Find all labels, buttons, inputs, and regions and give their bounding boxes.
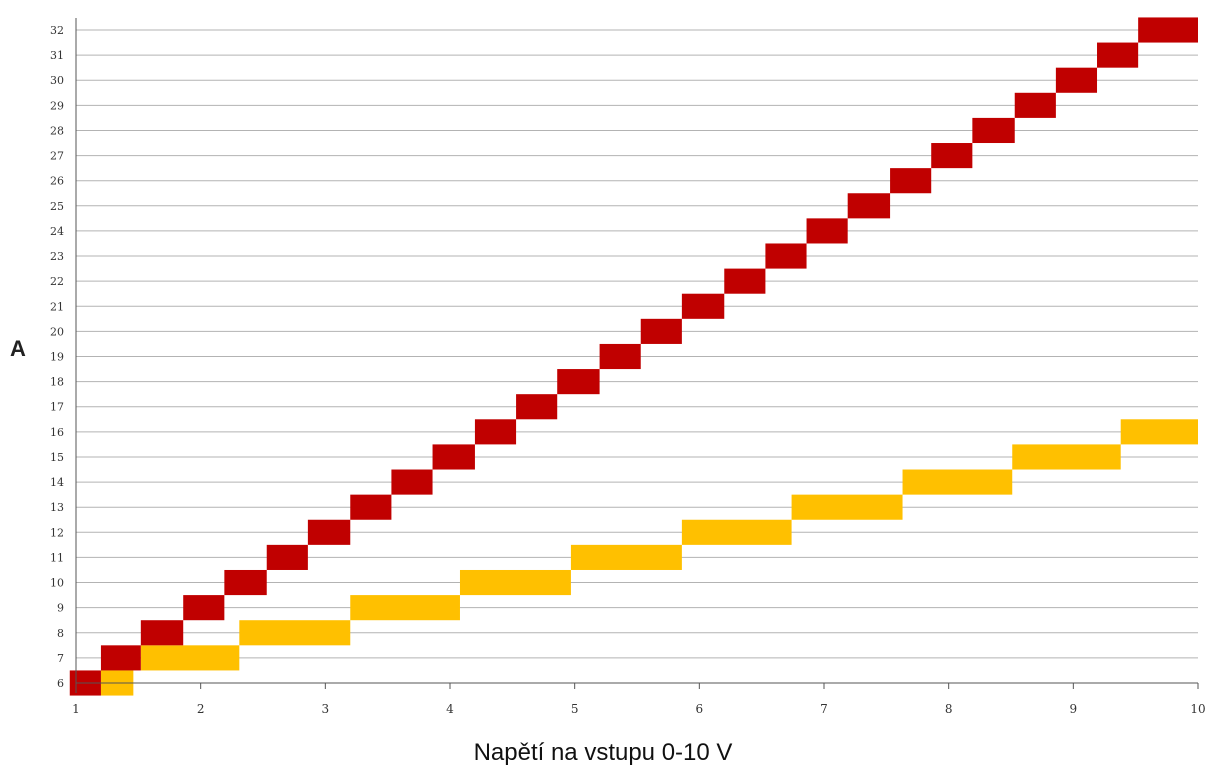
yellow-step-bar <box>570 544 682 570</box>
x-axis-label: Napětí na vstupu 0-10 V <box>474 739 733 766</box>
y-tick-labels: 6 7 8 9 10 11 12 13 14 15 16 17 18 19 20 21 22 23 24 25 26 27… <box>50 24 64 690</box>
y-tick-label: 6 <box>57 677 64 690</box>
x-tick-label: 8 <box>945 702 953 716</box>
red-step-bar <box>516 394 558 420</box>
red-step-bar <box>307 519 351 545</box>
y-tick-label: 15 <box>50 451 64 464</box>
y-tick-label: 22 <box>50 275 64 288</box>
y-axis-label: A <box>10 336 26 361</box>
y-tick-label: 28 <box>50 124 64 137</box>
yellow-step-bar <box>1012 444 1121 470</box>
y-tick-label: 19 <box>50 351 64 364</box>
red-step-bar <box>890 168 932 194</box>
red-step-bar <box>391 469 433 495</box>
x-tick-label: 10 <box>1190 702 1205 716</box>
axes <box>75 18 1198 693</box>
red-step-bar <box>765 243 807 269</box>
y-tick-label: 26 <box>50 175 64 188</box>
x-tick-label: 4 <box>446 702 454 716</box>
y-tick-label: 18 <box>50 376 64 389</box>
x-tick-label: 1 <box>72 702 80 716</box>
y-tick-label: 27 <box>50 150 64 163</box>
yellow-step-bar <box>791 494 903 520</box>
x-tick-labels: 1 2 3 4 5 6 7 8 9 10 <box>72 683 1206 716</box>
x-tick-label: 9 <box>1070 702 1078 716</box>
red-step-bar <box>224 569 267 596</box>
y-tick-label: 13 <box>50 501 64 514</box>
red-step-bar <box>1138 17 1198 43</box>
yellow-step-bar <box>1120 419 1198 445</box>
y-tick-label: 20 <box>50 325 64 338</box>
red-step-bar <box>640 318 682 344</box>
red-step-bar <box>599 343 641 370</box>
red-step-bar <box>931 143 973 169</box>
red-step-bar <box>1055 67 1098 93</box>
y-tick-label: 32 <box>50 24 64 37</box>
red-step-bar <box>432 444 475 470</box>
red-step-bar <box>1097 42 1139 68</box>
y-tick-label: 8 <box>57 627 64 640</box>
y-tick-label: 16 <box>50 426 64 439</box>
red-step-bar <box>972 117 1015 144</box>
red-step-bar <box>474 419 517 445</box>
x-tick-label: 3 <box>322 702 330 716</box>
yellow-step-bar <box>239 620 351 646</box>
y-tick-label: 14 <box>50 476 64 489</box>
y-tick-label: 24 <box>50 225 64 238</box>
yellow-step-bar <box>350 595 460 621</box>
y-tick-label: 25 <box>50 200 64 213</box>
y-tick-label: 7 <box>57 652 64 665</box>
y-tick-label: 30 <box>50 74 64 87</box>
y-tick-label: 31 <box>50 49 64 62</box>
red-step-bar <box>847 193 891 219</box>
x-tick-label: 2 <box>197 702 205 716</box>
y-tick-label: 17 <box>50 401 64 414</box>
y-tick-label: 21 <box>50 300 64 313</box>
x-tick-label: 7 <box>820 702 828 716</box>
y-tick-label: 12 <box>50 526 64 539</box>
yellow-step-bar <box>902 469 1013 495</box>
red-step-bar <box>266 544 308 570</box>
red-step-bar <box>183 595 225 621</box>
y-tick-label: 9 <box>57 602 64 615</box>
red-step-bar <box>557 369 600 395</box>
red-step-bar <box>100 645 141 671</box>
yellow-step-bar <box>140 645 240 671</box>
red-step-bar <box>724 268 766 294</box>
x-tick-label: 6 <box>696 702 704 716</box>
step-bars <box>69 17 1198 696</box>
yellow-step-bar <box>681 519 792 545</box>
y-tick-label: 29 <box>50 99 64 112</box>
red-step-bar <box>806 218 848 244</box>
y-tick-label: 11 <box>50 551 64 564</box>
y-tick-label: 10 <box>50 577 64 590</box>
red-step-bar <box>350 494 392 520</box>
y-tick-label: 23 <box>50 250 64 263</box>
red-step-bar <box>681 293 725 319</box>
x-tick-label: 5 <box>571 702 579 716</box>
yellow-step-bar <box>459 569 571 596</box>
red-step-bar <box>140 620 184 646</box>
red-step-bar <box>1014 92 1056 118</box>
